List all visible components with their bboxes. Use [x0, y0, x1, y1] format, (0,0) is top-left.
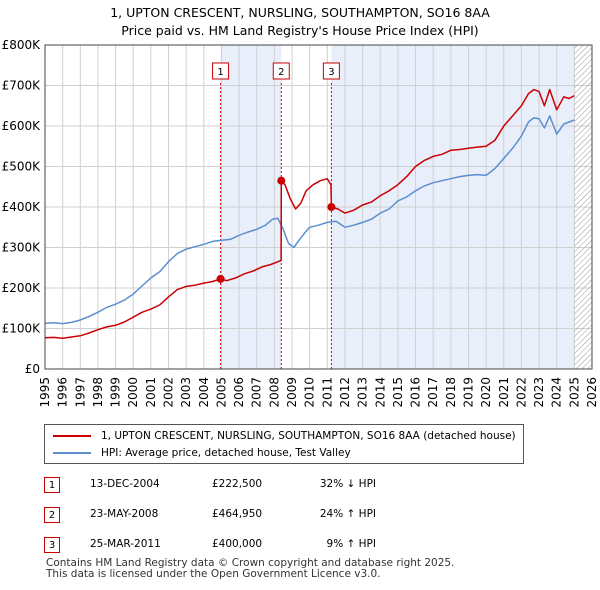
x-tick-label: 2009 [285, 377, 299, 408]
transaction-date: 25-MAR-2011 [90, 538, 161, 550]
x-tick-label: 2020 [479, 377, 493, 408]
sale-marker-box [272, 62, 290, 80]
legend-label-hpi: HPI: Average price, detached house, Test… [101, 447, 351, 459]
y-tick-label: £0 [25, 362, 40, 376]
forecast-hatch [574, 45, 592, 369]
x-tick-label: 2021 [497, 377, 511, 408]
x-tick-label: 1997 [73, 377, 87, 408]
x-tick-label: 2019 [461, 377, 475, 408]
y-tick-label: £600K [2, 119, 42, 133]
title-line-2: Price paid vs. HM Land Registry's House … [121, 23, 479, 38]
legend-label-property: 1, UPTON CRESCENT, NURSLING, SOUTHAMPTON… [101, 430, 516, 442]
x-tick-label: 2004 [197, 377, 211, 408]
y-tick-label: £100K [2, 322, 42, 336]
chart-title: 1, UPTON CRESCENT, NURSLING, SOUTHAMPTON… [0, 4, 600, 40]
x-tick-label: 2011 [320, 377, 334, 408]
y-tick-label: £300K [2, 241, 42, 255]
transaction-number: 2 [44, 507, 60, 523]
x-tick-label: 2024 [550, 377, 564, 408]
footer-line-1: Contains HM Land Registry data © Crown c… [46, 557, 455, 569]
sale-point [216, 274, 225, 283]
title-line-1: 1, UPTON CRESCENT, NURSLING, SOUTHAMPTON… [110, 5, 490, 20]
x-tick-label: 2001 [144, 377, 158, 408]
x-tick-label: 2023 [532, 377, 546, 408]
sale-point [277, 176, 286, 185]
legend-swatch-hpi [53, 452, 91, 454]
x-tick-label: 2002 [162, 377, 176, 408]
x-tick-label: 2022 [514, 377, 528, 408]
y-tick-label: £200K [2, 281, 42, 295]
transaction-hpi: 32% ↓ HPI [319, 478, 376, 490]
x-tick-label: 2017 [426, 377, 440, 408]
hpi-line [45, 115, 575, 325]
transaction-date: 23-MAY-2008 [90, 508, 159, 520]
transaction-hpi: 9% ↑ HPI [326, 538, 376, 550]
transaction-price: £464,950 [212, 508, 263, 520]
sale-marker-number: 3 [328, 67, 334, 78]
sale-marker-number: 2 [278, 67, 284, 78]
transaction-date: 13-DEC-2004 [90, 478, 160, 490]
legend: 1, UPTON CRESCENT, NURSLING, SOUTHAMPTON… [44, 424, 524, 464]
x-tick-label: 2025 [567, 377, 581, 408]
x-tick-label: 1995 [38, 377, 52, 408]
x-tick-label: 1999 [109, 377, 123, 408]
footer: Contains HM Land Registry data © Crown c… [46, 558, 454, 580]
sale-marker-box [212, 62, 230, 80]
x-tick-label: 2008 [267, 377, 281, 408]
legend-swatch-property [53, 435, 91, 437]
x-tick-label: 2007 [250, 377, 264, 408]
y-tick-label: £800K [2, 38, 42, 52]
sale-marker-box [322, 62, 340, 80]
x-tick-label: 2013 [356, 377, 370, 408]
x-tick-label: 2014 [373, 377, 387, 408]
x-tick-label: 1998 [91, 377, 105, 408]
price-chart: 1 2 3 £0 £100K £200K £300K £400K £500K £600K £700… [2, 38, 599, 408]
transaction-price: £222,500 [212, 478, 263, 490]
plot-frame [44, 44, 593, 370]
footer-line-2: This data is licensed under the Open Gov… [46, 568, 381, 580]
sale-marker-number: 1 [217, 67, 223, 78]
x-tick-label: 2003 [179, 377, 193, 408]
x-tick-label: 2005 [214, 377, 228, 408]
x-tick-label: 2010 [303, 377, 317, 408]
x-tick-label: 1996 [56, 377, 70, 408]
x-tick-label: 2000 [126, 377, 140, 408]
y-tick-label: £400K [2, 200, 42, 214]
x-tick-label: 2006 [232, 377, 246, 408]
x-tick-label: 2026 [585, 377, 599, 408]
x-tick-label: 2015 [391, 377, 405, 408]
x-tick-label: 2016 [409, 377, 423, 408]
x-tick-label: 2018 [444, 377, 458, 408]
x-tick-label: 2012 [338, 377, 352, 408]
transaction-price: £400,000 [212, 538, 263, 550]
transaction-number: 1 [44, 477, 60, 493]
transaction-number: 3 [44, 537, 60, 553]
y-tick-label: £700K [2, 79, 42, 93]
sale-point [327, 203, 336, 211]
transaction-hpi: 24% ↑ HPI [319, 508, 376, 520]
y-tick-label: £500K [2, 160, 42, 174]
property-price-line [45, 88, 575, 339]
